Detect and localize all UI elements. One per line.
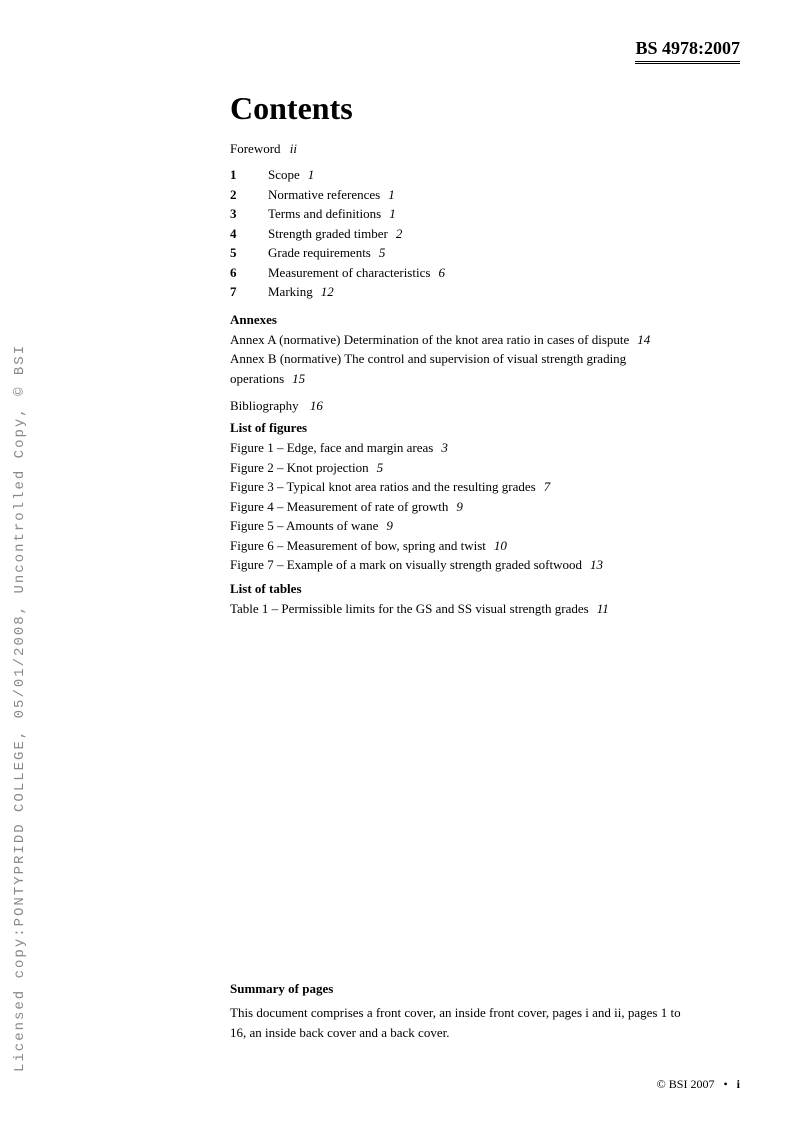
figure-text: Figure 7 – Example of a mark on visually… [230,557,582,572]
foreword-line: Foreword ii [230,141,700,157]
figure-text: Figure 1 – Edge, face and margin areas [230,440,433,455]
figure-text: Figure 3 – Typical knot area ratios and … [230,479,536,494]
section-label: Marking [268,282,313,302]
section-label: Measurement of characteristics [268,263,430,283]
section-item: 5Grade requirements5 [230,243,700,263]
section-item: 6Measurement of characteristics6 [230,263,700,283]
section-label: Normative references [268,185,380,205]
footer-page-number: i [737,1077,740,1091]
figure-item: Figure 5 – Amounts of wane 9 [230,516,700,536]
figures-heading: List of figures [230,420,700,436]
figure-item: Figure 6 – Measurement of bow, spring an… [230,536,700,556]
annex-item: Annex B (normative) The control and supe… [230,349,700,388]
section-label: Grade requirements [268,243,371,263]
section-page: 1 [308,165,315,185]
page-footer: © BSI 2007 • i [657,1077,740,1092]
section-item: 2Normative references 1 [230,185,700,205]
figure-text: Figure 2 – Knot projection [230,460,369,475]
tables-heading: List of tables [230,581,700,597]
page-title: Contents [230,90,700,127]
standard-code: BS 4978:2007 [635,38,740,64]
foreword-page: ii [290,141,297,156]
table-page: 11 [597,601,609,616]
annexes-heading: Annexes [230,312,700,328]
section-number: 2 [230,185,268,205]
section-page: 1 [388,185,395,205]
bibliography-line: Bibliography 16 [230,398,700,414]
figure-page: 9 [386,518,393,533]
footer-copyright: © BSI 2007 [657,1077,715,1091]
figure-item: Figure 2 – Knot projection 5 [230,458,700,478]
section-page: 6 [438,263,445,283]
section-item: 3Terms and definitions 1 [230,204,700,224]
figure-page: 13 [590,557,603,572]
bibliography-page: 16 [310,398,323,413]
figure-text: Figure 4 – Measurement of rate of growth [230,499,448,514]
section-number: 3 [230,204,268,224]
figure-item: Figure 1 – Edge, face and margin areas 3 [230,438,700,458]
figure-item: Figure 3 – Typical knot area ratios and … [230,477,700,497]
numbered-sections: 1Scope12Normative references13Terms and … [230,165,700,302]
summary-block: Summary of pages This document comprises… [230,981,700,1042]
foreword-label: Foreword [230,141,281,156]
annex-page: 14 [637,332,650,347]
figures-list: Figure 1 – Edge, face and margin areas3F… [230,438,700,575]
section-number: 4 [230,224,268,244]
section-label: Scope [268,165,300,185]
figure-page: 3 [441,440,448,455]
annexes-list: Annex A (normative) Determination of the… [230,330,700,389]
annex-page: 15 [292,371,305,386]
table-item: Table 1 – Permissible limits for the GS … [230,599,700,619]
figure-text: Figure 5 – Amounts of wane [230,518,378,533]
section-item: 7Marking 12 [230,282,700,302]
tables-list: Table 1 – Permissible limits for the GS … [230,599,700,619]
figure-page: 10 [494,538,507,553]
bibliography-label: Bibliography [230,398,299,413]
section-label: Strength graded timber [268,224,388,244]
summary-heading: Summary of pages [230,981,700,997]
section-number: 5 [230,243,268,263]
figure-item: Figure 7 – Example of a mark on visually… [230,555,700,575]
section-page: 12 [321,282,334,302]
section-item: 1Scope1 [230,165,700,185]
figure-text: Figure 6 – Measurement of bow, spring an… [230,538,486,553]
section-item: 4Strength graded timber 2 [230,224,700,244]
annex-item: Annex A (normative) Determination of the… [230,330,700,350]
summary-text: This document comprises a front cover, a… [230,1003,700,1042]
figure-item: Figure 4 – Measurement of rate of growth… [230,497,700,517]
annex-text: Annex A (normative) Determination of the… [230,332,629,347]
section-page: 1 [389,204,396,224]
section-number: 6 [230,263,268,283]
section-page: 5 [379,243,386,263]
license-watermark: Licensed copy:PONTYPRIDD COLLEGE, 05/01/… [12,344,28,1072]
section-number: 7 [230,282,268,302]
figure-page: 5 [377,460,384,475]
contents-block: Contents Foreword ii 1Scope12Normative r… [230,90,700,618]
section-number: 1 [230,165,268,185]
annex-text: Annex B (normative) The control and supe… [230,351,626,386]
figure-page: 7 [544,479,551,494]
section-label: Terms and definitions [268,204,381,224]
section-page: 2 [396,224,403,244]
footer-bullet: • [723,1077,727,1091]
figure-page: 9 [456,499,463,514]
table-text: Table 1 – Permissible limits for the GS … [230,601,589,616]
